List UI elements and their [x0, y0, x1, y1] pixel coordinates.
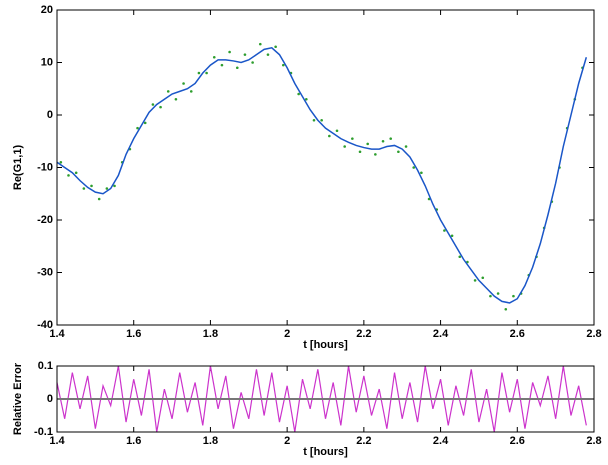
data-point	[251, 61, 254, 64]
data-line	[56, 365, 587, 433]
axes-frame	[56, 365, 595, 433]
data-point	[105, 187, 109, 190]
data-point	[67, 174, 70, 177]
y-axis-label: Relative Error	[12, 362, 24, 435]
data-point	[458, 255, 462, 259]
data-point	[366, 142, 369, 146]
data-point	[205, 71, 208, 75]
data-point	[151, 103, 155, 106]
data-point	[90, 184, 93, 188]
data-point	[197, 71, 201, 75]
data-point	[489, 294, 492, 298]
data-point	[212, 55, 216, 59]
y-tick-label: -40	[37, 319, 53, 331]
data-point	[143, 121, 147, 125]
x-tick-label: 1.6	[126, 435, 141, 447]
y-tick-label: 0	[47, 393, 53, 405]
data-point	[412, 166, 416, 169]
data-point	[397, 150, 400, 154]
x-axis-label: t [hours]	[303, 339, 348, 351]
y-tick-label: 0.1	[38, 360, 53, 372]
x-tick-label: 2.6	[510, 328, 525, 340]
y-tick-label: -30	[37, 266, 53, 278]
data-point	[258, 42, 262, 46]
y-tick-label: -20	[37, 214, 53, 226]
data-point	[235, 66, 239, 70]
data-point	[450, 234, 454, 238]
x-tick-label: 2.8	[586, 328, 601, 340]
data-point	[243, 53, 247, 56]
data-point	[97, 197, 101, 201]
data-point	[274, 45, 277, 49]
data-point	[351, 137, 354, 140]
x-tick-label: 1.6	[126, 328, 141, 340]
x-tick-label: 1.8	[203, 435, 218, 447]
y-tick-label: 0	[47, 109, 53, 121]
data-line	[56, 46, 588, 304]
data-point	[443, 229, 446, 232]
data-point	[358, 150, 362, 154]
data-point	[404, 145, 408, 148]
data-point	[266, 53, 270, 56]
y-tick-label: -0.1	[34, 426, 53, 438]
data-point	[297, 92, 300, 96]
data-point	[328, 134, 331, 138]
data-point	[113, 184, 116, 188]
y-tick-label: -10	[37, 161, 53, 173]
x-tick-label: 2.6	[510, 435, 525, 447]
data-point	[481, 276, 485, 280]
data-point	[381, 139, 385, 143]
x-tick-label: 2	[284, 435, 290, 447]
data-point	[420, 171, 423, 175]
data-point	[166, 90, 170, 93]
y-tick-label: 10	[41, 56, 53, 68]
data-point	[182, 82, 185, 85]
data-point	[159, 105, 162, 109]
data-point	[59, 160, 63, 164]
data-point	[305, 97, 308, 101]
data-point	[282, 63, 285, 67]
data-point	[473, 279, 477, 282]
data-point	[220, 63, 224, 67]
data-point	[189, 90, 193, 93]
data-point	[496, 292, 500, 295]
x-tick-label: 2.2	[356, 435, 371, 447]
x-tick-label: 1.4	[49, 328, 65, 340]
axes-frame	[56, 9, 595, 326]
x-tick-label: 2	[284, 328, 290, 340]
x-tick-label: 2.4	[433, 328, 449, 340]
y-axis-label: Re(G1,1)	[12, 145, 24, 191]
data-point	[374, 153, 377, 156]
data-point	[389, 137, 393, 140]
x-tick-label: 2.2	[356, 328, 371, 340]
x-tick-label: 2.8	[586, 435, 601, 447]
data-point	[82, 187, 86, 190]
data-point	[174, 97, 178, 101]
data-point	[335, 129, 339, 133]
data-point	[312, 118, 316, 122]
x-tick-label: 1.8	[203, 328, 218, 340]
data-point	[74, 171, 78, 175]
data-point	[512, 294, 515, 298]
data-point	[504, 307, 508, 311]
data-point	[343, 145, 346, 148]
data-point	[320, 118, 323, 122]
data-point	[228, 50, 231, 54]
x-tick-label: 1.4	[49, 435, 65, 447]
y-tick-label: 20	[41, 4, 53, 16]
x-tick-label: 2.4	[433, 435, 449, 447]
x-axis-label: t [hours]	[303, 446, 348, 458]
data-point	[136, 126, 139, 130]
